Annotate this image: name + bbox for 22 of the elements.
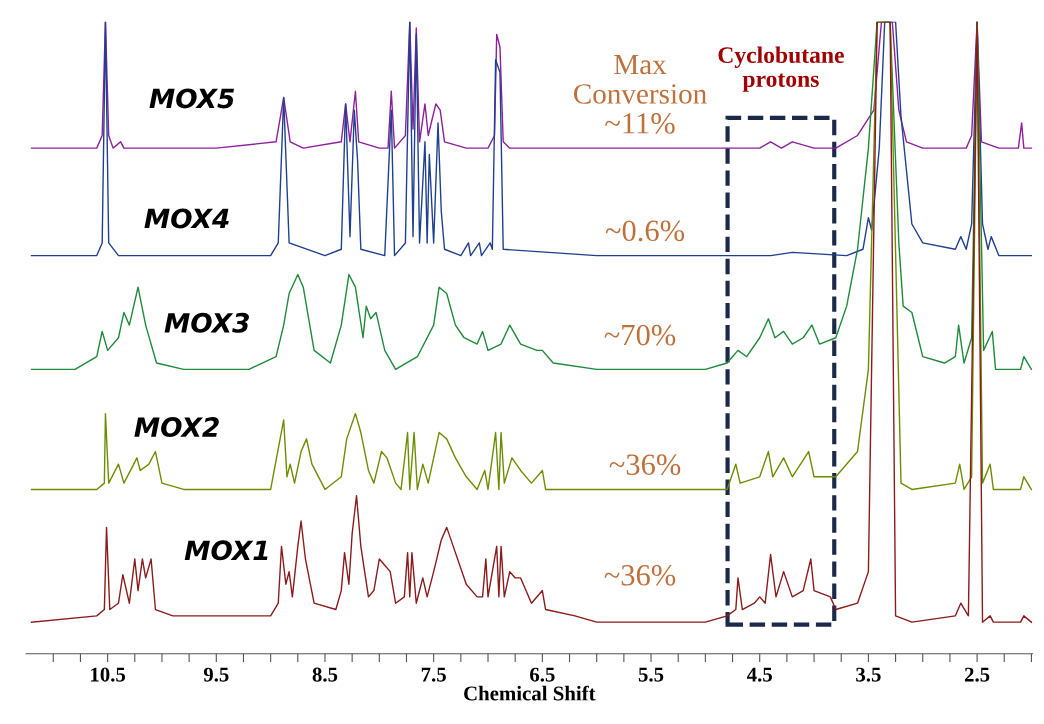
series-label: MOX5	[149, 88, 235, 109]
annotation: Max Conversion	[573, 54, 707, 104]
annotation: ~36%	[604, 564, 676, 586]
annotation: ~11%	[605, 113, 675, 134]
x-tick-label: 2.5	[964, 667, 990, 682]
x-tick-label: 8.5	[312, 667, 338, 682]
x-axis-title: Chemical Shift	[464, 685, 596, 701]
annotation: ~36%	[609, 454, 681, 476]
x-tick-label: 7.5	[421, 667, 446, 682]
x-tick-label: 3.5	[856, 667, 881, 682]
x-tick-label: 9.5	[203, 667, 229, 682]
x-tick-label: 6.5	[530, 667, 555, 682]
series-label: MOX4	[144, 208, 229, 229]
series-label: MOX3	[164, 312, 249, 333]
x-tick-label: 5.5	[638, 667, 664, 682]
x-tick-label: 4.5	[746, 667, 772, 682]
annotation: ~70%	[604, 324, 676, 346]
annotation: Cyclobutane protons	[718, 46, 844, 92]
series-label: MOX1	[184, 540, 268, 561]
series-label: MOX2	[134, 417, 219, 438]
annotation: ~0.6%	[605, 220, 685, 242]
x-tick-label: 10.5	[91, 667, 126, 682]
